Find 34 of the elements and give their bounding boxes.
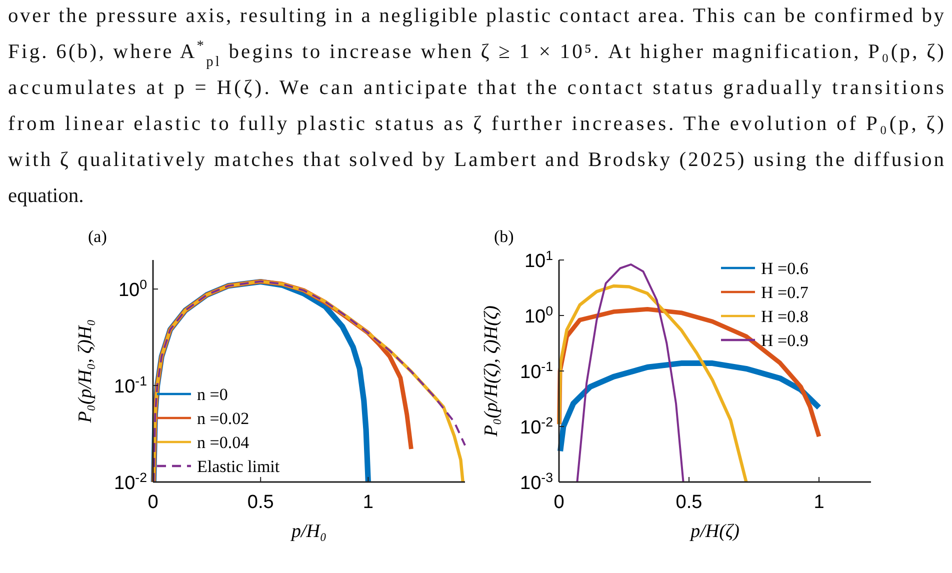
legend-label: n =0 — [197, 385, 228, 404]
y-axis-title: P₀(p/H(ζ), ζ)H(ζ) — [481, 306, 502, 438]
text: equation. — [8, 185, 84, 207]
x-tick-label: 0.5 — [676, 492, 702, 513]
y-tick-label: 10$^{-3}$ — [520, 470, 553, 494]
chart-title: (b) — [494, 227, 514, 246]
legend-label: H =0.7 — [761, 283, 809, 302]
x-tick-label: 0 — [148, 492, 158, 513]
x-tick-label: 0 — [554, 492, 564, 513]
x-tick-label: 0.5 — [247, 492, 274, 513]
y-tick-label: 10$^{-2}$ — [114, 470, 147, 494]
x-tick-label: 1 — [362, 492, 374, 513]
y-tick-label: 10$^{0}$ — [524, 303, 553, 328]
text: accumulates at p = H(ζ). We can anticipate that the contact status gradually transitions — [8, 77, 944, 99]
text: from linear elastic to fully plastic status as ζ further increases. The evolution of P₀(p, ζ) — [8, 113, 944, 135]
legend-label: n =0.02 — [197, 409, 250, 428]
y-tick-label: 10$^{0}$ — [118, 276, 147, 302]
y-tick-label: 10$^{1}$ — [524, 248, 553, 272]
chart-title: (a) — [88, 227, 107, 246]
legend-label: H =0.8 — [761, 307, 808, 326]
x-axis-title: p/H₀ — [289, 521, 327, 542]
x-tick-label: 1 — [814, 492, 824, 513]
text: over the pressure axis, resulting in a negligible plastic contact area. This can be confirmed by — [8, 5, 945, 27]
legend-label: H =0.9 — [761, 331, 808, 350]
text: with ζ qualitatively matches that solved by Lambert and Brodsky (2025) using the diffusion — [8, 149, 944, 171]
legend-label: H =0.6 — [761, 259, 808, 278]
legend-label: Elastic limit — [197, 457, 280, 476]
y-tick-label: 10$^{-1}$ — [520, 358, 553, 383]
legend-label: n =0.04 — [197, 433, 250, 452]
y-tick-label: 10$^{-1}$ — [114, 373, 147, 398]
x-axis-title: p/H(ζ) — [688, 521, 740, 542]
caption: Fig. 6(b), where A$^{*}$$_{pl}$ begins to increase when ζ ≥ 1 × 10⁵. At higher magnification, P₀(p, ζ) — [8, 38, 944, 70]
y-tick-label: 10$^{-2}$ — [520, 414, 553, 438]
y-axis-title: P₀(p/H₀, ζ)H₀ — [75, 319, 96, 424]
